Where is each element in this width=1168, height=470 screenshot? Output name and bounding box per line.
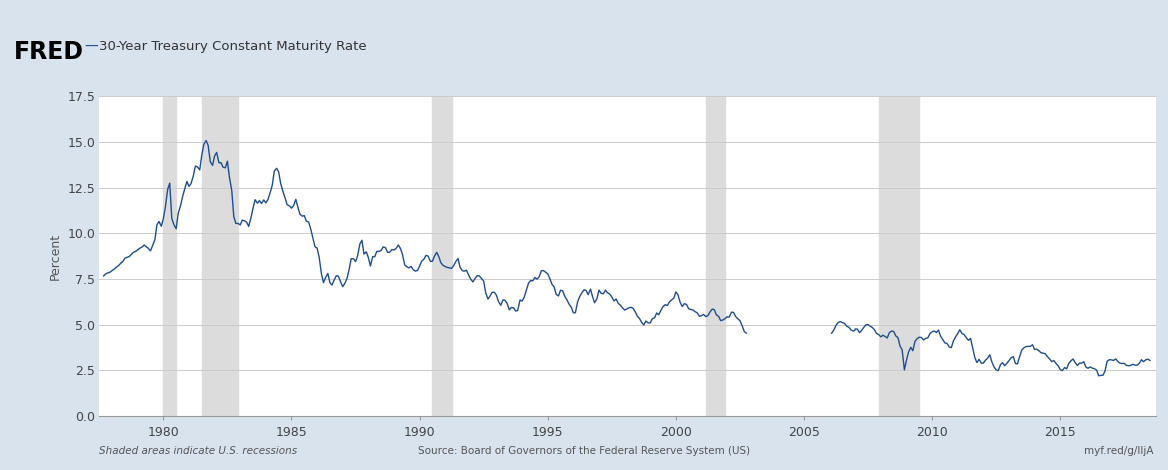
Text: 30-Year Treasury Constant Maturity Rate: 30-Year Treasury Constant Maturity Rate — [99, 40, 367, 53]
Bar — [164, 96, 176, 416]
Text: Source: Board of Governors of the Federal Reserve System (US): Source: Board of Governors of the Federa… — [418, 446, 750, 456]
Text: myf.red/g/IIjA: myf.red/g/IIjA — [1084, 446, 1154, 456]
Text: FRED: FRED — [14, 40, 84, 64]
Bar — [705, 96, 725, 416]
Bar — [432, 96, 452, 416]
Bar — [878, 96, 919, 416]
Text: —: — — [84, 40, 98, 54]
Bar — [202, 96, 238, 416]
Text: Shaded areas indicate U.S. recessions: Shaded areas indicate U.S. recessions — [99, 446, 298, 456]
Y-axis label: Percent: Percent — [49, 233, 62, 280]
